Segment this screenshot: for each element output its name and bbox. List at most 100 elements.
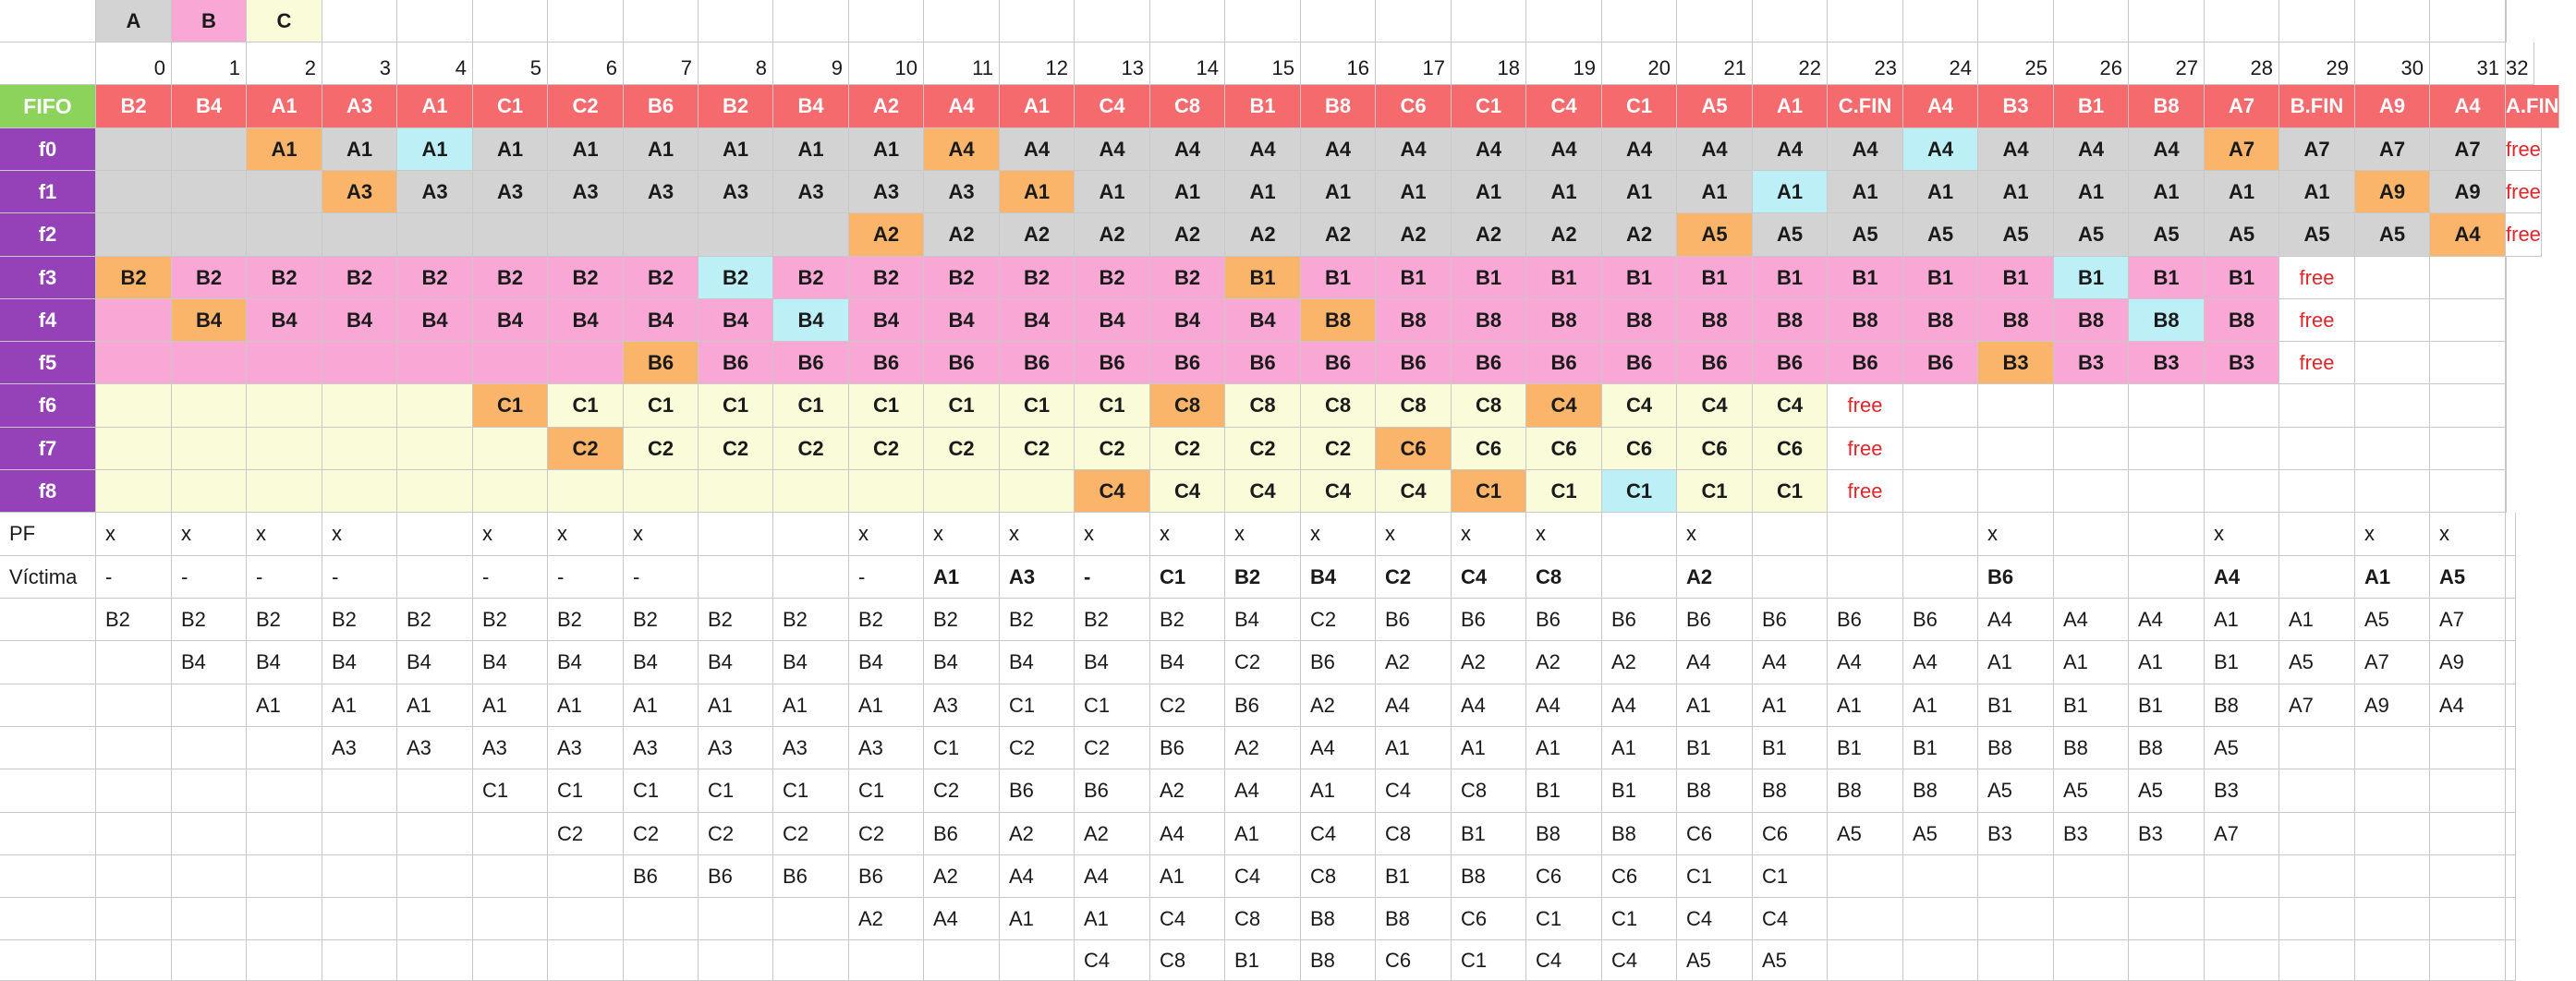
- frame-cell[interactable]: C1: [699, 384, 773, 428]
- queue-cell[interactable]: [473, 940, 548, 981]
- empty-cell[interactable]: [2506, 384, 2507, 428]
- empty-cell[interactable]: [1903, 428, 1978, 470]
- frame-cell[interactable]: B2: [322, 257, 397, 299]
- frame-cell[interactable]: [849, 470, 924, 513]
- frame-cell[interactable]: A2: [1075, 213, 1150, 257]
- frame-cell[interactable]: A3: [624, 171, 699, 213]
- frame-cell[interactable]: [172, 384, 247, 428]
- frame-cell[interactable]: B6: [1075, 342, 1150, 384]
- time-step-30[interactable]: 30: [2355, 42, 2430, 85]
- empty-cell[interactable]: [2506, 0, 2507, 42]
- empty-cell[interactable]: [699, 0, 773, 42]
- frame-cell[interactable]: A4: [1301, 128, 1376, 171]
- queue-cell[interactable]: A4: [1828, 641, 1903, 684]
- frame-cell[interactable]: B8: [1526, 299, 1602, 342]
- frame-cell[interactable]: C4: [1753, 384, 1828, 428]
- pf-mark[interactable]: x: [2355, 513, 2430, 556]
- empty-cell[interactable]: [1602, 0, 1677, 42]
- queue-cell[interactable]: [2430, 813, 2506, 855]
- frame-cell[interactable]: C4: [1150, 470, 1225, 513]
- frame-cell[interactable]: A5: [1903, 213, 1978, 257]
- queue-cell[interactable]: B2: [397, 599, 473, 641]
- queue-cell[interactable]: [1903, 855, 1978, 898]
- queue-cell[interactable]: A2: [1075, 813, 1150, 855]
- queue-cell[interactable]: C4: [1602, 940, 1677, 981]
- frame-cell[interactable]: A2: [924, 213, 1000, 257]
- frame-cell[interactable]: B2: [1075, 257, 1150, 299]
- page-fault-cell[interactable]: A1: [1000, 171, 1075, 213]
- queue-cell[interactable]: [2430, 727, 2506, 769]
- request-7[interactable]: B6: [624, 85, 699, 128]
- frame-cell[interactable]: B8: [2205, 299, 2279, 342]
- empty-cell[interactable]: [2430, 342, 2506, 384]
- frame-cell[interactable]: [96, 384, 172, 428]
- queue-cell[interactable]: A1: [548, 684, 624, 727]
- queue-cell[interactable]: [2355, 855, 2430, 898]
- queue-cell[interactable]: [96, 898, 172, 940]
- frame-cell[interactable]: B2: [1150, 257, 1225, 299]
- pf-mark[interactable]: x: [2430, 513, 2506, 556]
- time-step-28[interactable]: 28: [2205, 42, 2279, 85]
- page-fault-cell[interactable]: B1: [1225, 257, 1301, 299]
- queue-cell[interactable]: [172, 813, 247, 855]
- frame-cell[interactable]: B6: [1753, 342, 1828, 384]
- page-fault-cell[interactable]: B8: [1301, 299, 1376, 342]
- queue-cell[interactable]: A1: [473, 684, 548, 727]
- time-step-20[interactable]: 20: [1602, 42, 1677, 85]
- frame-cell[interactable]: [624, 213, 699, 257]
- frame-cell[interactable]: A1: [2205, 171, 2279, 213]
- queue-cell[interactable]: B4: [849, 641, 924, 684]
- frame-cell[interactable]: C1: [1677, 470, 1753, 513]
- pf-mark[interactable]: x: [1376, 513, 1452, 556]
- empty-cell[interactable]: [2355, 342, 2430, 384]
- time-step-8[interactable]: 8: [699, 42, 773, 85]
- frame-cell[interactable]: A5: [2129, 213, 2205, 257]
- time-step-3[interactable]: 3: [322, 42, 397, 85]
- frame-cell[interactable]: C8: [1301, 384, 1376, 428]
- queue-cell[interactable]: A4: [1150, 813, 1225, 855]
- frame-cell[interactable]: C2: [924, 428, 1000, 470]
- frame-cell[interactable]: C1: [773, 384, 849, 428]
- frame-cell[interactable]: C4: [1602, 384, 1677, 428]
- frame-cell[interactable]: B6: [1526, 342, 1602, 384]
- queue-cell[interactable]: A9: [2355, 684, 2430, 727]
- queue-cell[interactable]: B2: [849, 599, 924, 641]
- time-step-22[interactable]: 22: [1753, 42, 1828, 85]
- queue-cell[interactable]: C1: [924, 727, 1000, 769]
- queue-cell[interactable]: [2129, 940, 2205, 981]
- queue-cell[interactable]: [2506, 940, 2516, 981]
- empty-cell[interactable]: [397, 0, 473, 42]
- queue-cell[interactable]: B2: [473, 599, 548, 641]
- request-3[interactable]: A3: [322, 85, 397, 128]
- frame-cell[interactable]: [397, 384, 473, 428]
- frame-cell[interactable]: A4: [1150, 128, 1225, 171]
- queue-cell[interactable]: B6: [924, 813, 1000, 855]
- frame-cell[interactable]: A4: [1526, 128, 1602, 171]
- frame-cell[interactable]: [548, 342, 624, 384]
- frame-cell[interactable]: C2: [624, 428, 699, 470]
- queue-cell[interactable]: B8: [1978, 727, 2054, 769]
- legend-a[interactable]: A: [96, 0, 172, 42]
- time-step-23[interactable]: 23: [1828, 42, 1903, 85]
- frame-cell[interactable]: [473, 213, 548, 257]
- frame-cell[interactable]: A1: [773, 128, 849, 171]
- queue-cell[interactable]: B4: [699, 641, 773, 684]
- request-28[interactable]: A7: [2205, 85, 2279, 128]
- queue-cell[interactable]: B4: [397, 641, 473, 684]
- frame-cell[interactable]: C6: [1526, 428, 1602, 470]
- empty-cell[interactable]: [322, 0, 397, 42]
- frame-cell[interactable]: B2: [397, 257, 473, 299]
- empty-cell[interactable]: [1828, 0, 1903, 42]
- queue-cell[interactable]: A4: [1376, 684, 1452, 727]
- frame-cell[interactable]: B8: [1376, 299, 1452, 342]
- victim-cell[interactable]: A2: [1677, 556, 1753, 599]
- queue-cell[interactable]: [1978, 940, 2054, 981]
- queue-cell[interactable]: [2054, 855, 2129, 898]
- queue-cell[interactable]: [322, 940, 397, 981]
- frame-cell[interactable]: B8: [1903, 299, 1978, 342]
- queue-cell[interactable]: B1: [1978, 684, 2054, 727]
- frame-cell[interactable]: B2: [624, 257, 699, 299]
- request-16[interactable]: B8: [1301, 85, 1376, 128]
- queue-cell[interactable]: A1: [1225, 813, 1301, 855]
- queue-cell[interactable]: C8: [1150, 940, 1225, 981]
